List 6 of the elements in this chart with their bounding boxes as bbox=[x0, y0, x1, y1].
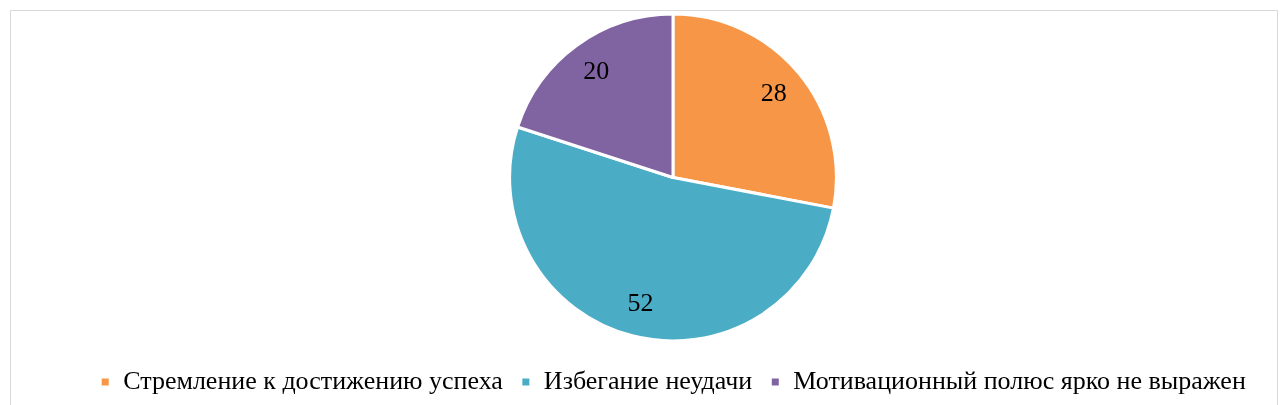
data-label: 28 bbox=[760, 78, 787, 107]
legend-label: Избегание неудачи bbox=[543, 365, 753, 395]
legend-label: Стремление к достижению успеха bbox=[123, 365, 504, 395]
legend-label: Мотивационный полюс ярко не выражен bbox=[793, 365, 1246, 395]
data-label: 52 bbox=[627, 287, 654, 317]
data-label: 20 bbox=[583, 55, 610, 85]
